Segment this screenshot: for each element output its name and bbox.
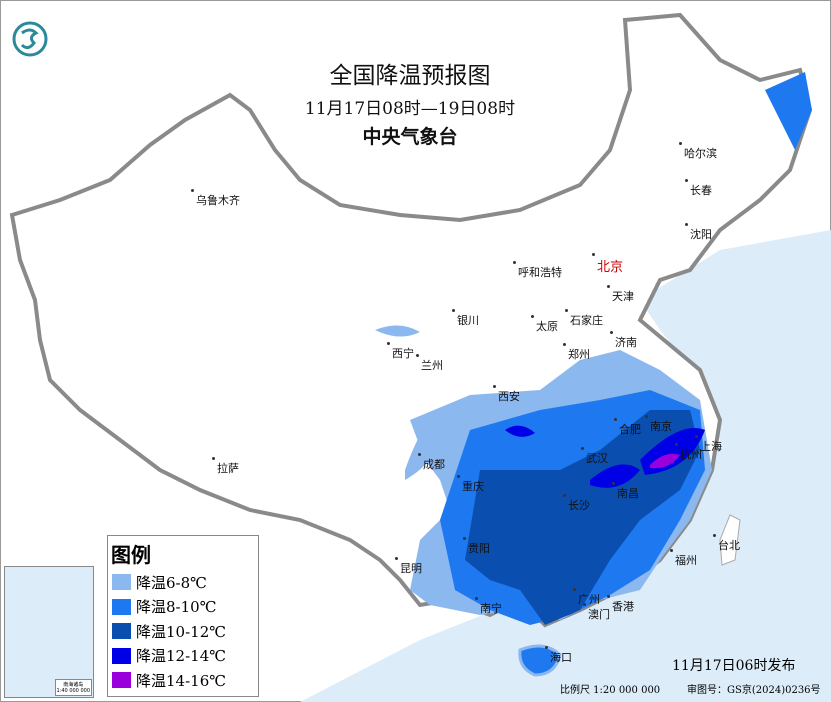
city-label: 台北 <box>713 534 740 552</box>
city-label: 福州 <box>670 549 697 567</box>
city-label: 南昌 <box>612 482 639 500</box>
city-label: 太原 <box>531 315 558 333</box>
city-label: 乌鲁木齐 <box>191 189 240 207</box>
city-label: 石家庄 <box>565 309 603 327</box>
city-label: 兰州 <box>416 354 443 372</box>
city-label: 银川 <box>452 309 479 327</box>
legend-label: 降温12-14℃ <box>136 647 227 666</box>
legend-swatch <box>112 672 131 689</box>
capital-label: 北京 <box>591 253 623 275</box>
issuer: 中央气象台 <box>362 126 458 148</box>
legend-swatch <box>112 598 131 615</box>
inset-scale: 1:40 000 000 <box>56 688 91 694</box>
city-label: 香港 <box>607 595 634 613</box>
forecast-period: 11月17日08时—19日08时 <box>304 99 516 119</box>
legend-swatch <box>112 623 131 640</box>
city-label: 郑州 <box>563 343 590 361</box>
legend-label: 降温10-12℃ <box>136 622 227 641</box>
city-label: 南京 <box>645 415 672 433</box>
cooling-12-14-a <box>590 464 640 488</box>
city-label: 武汉 <box>581 447 608 465</box>
legend-item: 降温6-8℃ <box>108 570 258 595</box>
hainan <box>518 644 562 677</box>
legend-item: 降温14-16℃ <box>108 668 258 693</box>
cooling-6-8-sichuan <box>405 415 450 480</box>
legend-item: 降温10-12℃ <box>108 619 258 644</box>
city-label: 澳门 <box>583 603 610 621</box>
issue-time: 11月17日06时发布 <box>672 658 796 674</box>
city-label: 上海 <box>695 435 722 453</box>
legend-label: 降温6-8℃ <box>136 573 207 592</box>
city-label: 重庆 <box>457 475 484 493</box>
cooling-8-10-heilongjiang <box>765 72 812 150</box>
city-label: 济南 <box>610 331 637 349</box>
legend-label: 降温14-16℃ <box>136 671 227 690</box>
south-china-sea-inset: 南海诸岛 1:40 000 000 <box>4 566 94 698</box>
cooling-6-8-qinghai <box>375 325 420 337</box>
legend: 图例 降温6-8℃ 降温8-10℃ 降温10-12℃ 降温12-14℃ 降温14… <box>107 535 259 697</box>
city-label: 杭州 <box>675 443 702 461</box>
map-title: 全国降温预报图 <box>329 63 491 89</box>
city-label: 南宁 <box>475 597 502 615</box>
city-label: 呼和浩特 <box>513 261 562 279</box>
city-label: 成都 <box>418 453 445 471</box>
city-label: 沈阳 <box>685 223 712 241</box>
city-label: 哈尔滨 <box>679 142 717 160</box>
legend-swatch <box>112 647 131 664</box>
cma-logo-icon <box>12 21 48 57</box>
taiwan <box>719 514 741 566</box>
city-label: 拉萨 <box>212 457 239 475</box>
city-label: 天津 <box>607 285 634 303</box>
sea-area <box>300 230 831 702</box>
city-label: 西安 <box>493 385 520 403</box>
city-label: 广州 <box>573 588 600 606</box>
city-label: 贵阳 <box>463 537 490 555</box>
legend-label: 降温8-10℃ <box>136 598 217 617</box>
cooling-14-16 <box>650 453 680 469</box>
review-number: 审图号：GS京(2024)0236号 <box>687 685 821 696</box>
city-label: 长沙 <box>563 494 590 512</box>
map-scale: 比例尺 1:20 000 000 <box>560 685 661 696</box>
city-label: 合肥 <box>614 418 641 436</box>
legend-swatch <box>112 574 131 591</box>
inset-title: 南海诸岛 <box>63 682 84 688</box>
legend-item: 降温12-14℃ <box>108 644 258 669</box>
city-label: 昆明 <box>395 557 422 575</box>
legend-title: 图例 <box>111 543 151 567</box>
city-label: 海口 <box>545 646 572 664</box>
legend-item: 降温8-10℃ <box>108 595 258 620</box>
cooling-12-14-c <box>505 425 535 437</box>
city-label: 西宁 <box>387 342 414 360</box>
city-label: 长春 <box>685 179 712 197</box>
